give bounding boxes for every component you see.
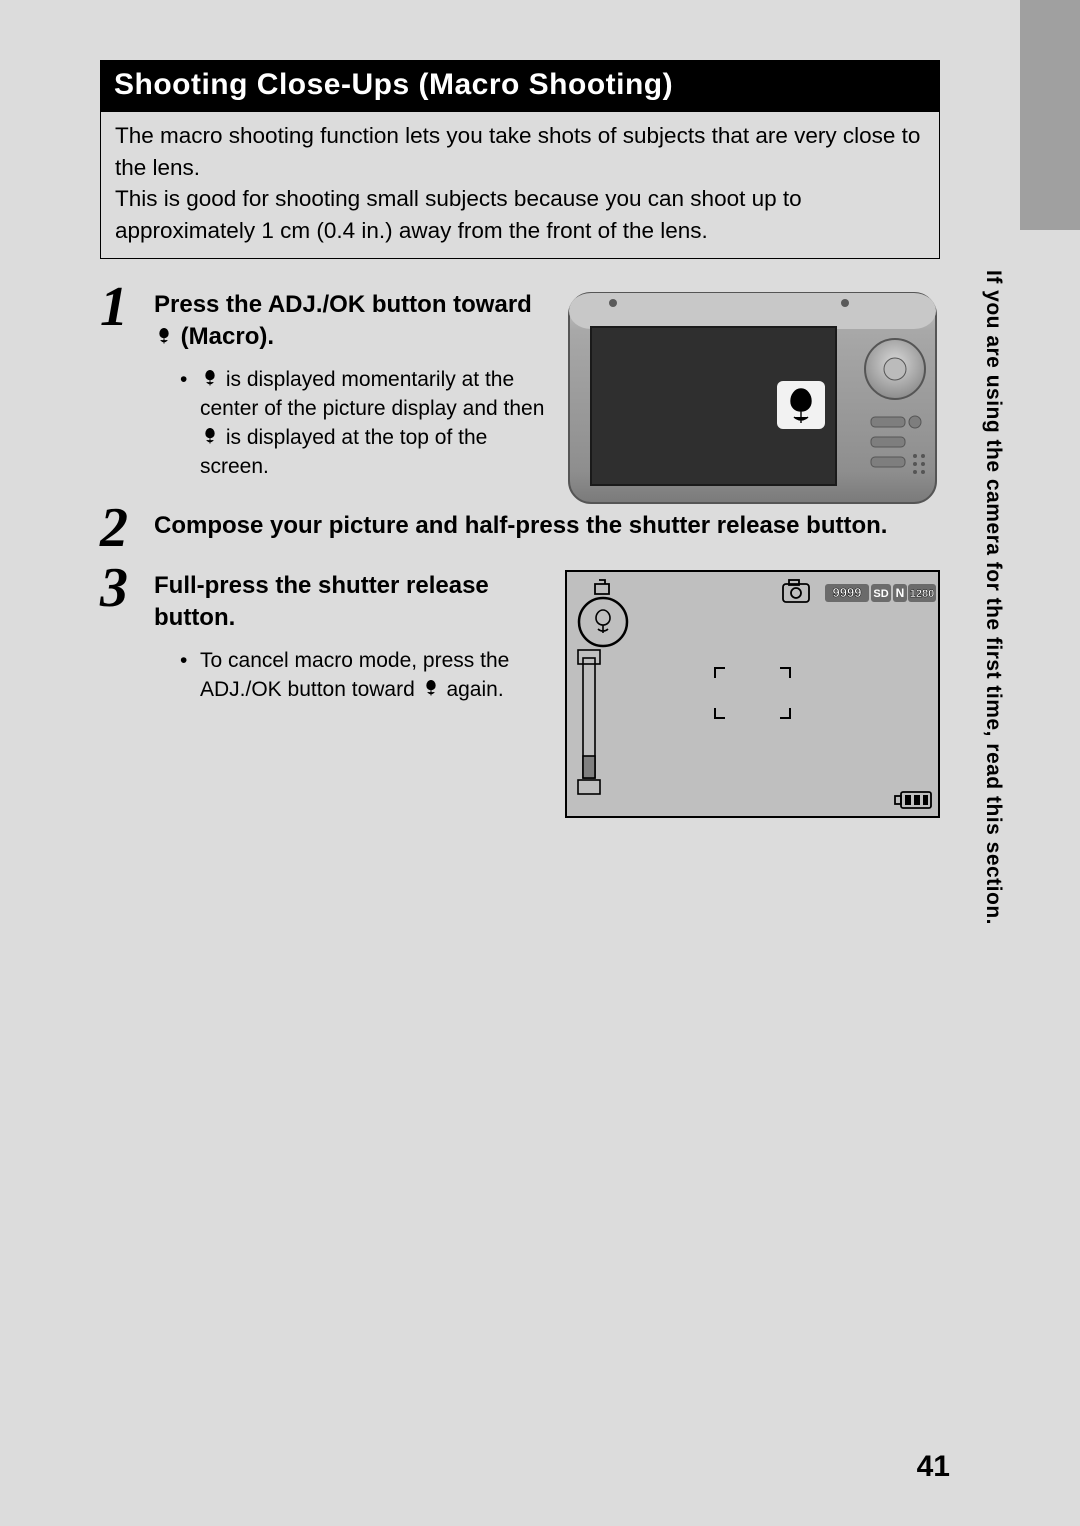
step-3: 3 Full-press the shutter release button.… (100, 570, 940, 705)
step-1: 1 Press the ADJ./OK button toward (Macro… (100, 289, 940, 482)
lcd-sd: SD (873, 588, 888, 600)
section-title: Shooting Close-Ups (Macro Shooting) (100, 60, 940, 112)
lcd-size: 1280 (910, 588, 934, 600)
macro-icon (200, 368, 220, 388)
step-3-bullet-b: again. (441, 678, 504, 701)
step-1-bullet: is displayed momentarily at the center o… (180, 366, 554, 482)
step-1-title: Press the ADJ./OK button toward (Macro). (154, 289, 554, 354)
step-1-bullet-b: is displayed at the top of the screen. (200, 426, 487, 478)
step-3-bullet: To cancel macro mode, press the ADJ./OK … (180, 647, 554, 705)
intro-box: The macro shooting function lets you tak… (100, 112, 940, 259)
page-number: 41 (917, 1450, 950, 1484)
lcd-counter: 9999 (833, 585, 862, 600)
step-2-title: Compose your picture and half-press the … (154, 510, 940, 542)
lcd-n: N (896, 586, 905, 600)
step-3-number: 3 (100, 556, 128, 620)
macro-icon (421, 678, 441, 698)
step-2-number: 2 (100, 496, 128, 560)
step-2: 2 Compose your picture and half-press th… (100, 510, 940, 542)
step-1-title-a: Press the ADJ./OK button toward (154, 291, 532, 318)
step-1-number: 1 (100, 275, 128, 339)
macro-icon (154, 326, 174, 346)
intro-paragraph-1: The macro shooting function lets you tak… (115, 120, 925, 183)
macro-icon (200, 426, 220, 446)
lcd-illustration: 9999 SD N 1280 (565, 570, 940, 818)
side-tab-text: If you are using the camera for the firs… (981, 270, 1005, 925)
step-1-title-b: (Macro). (174, 323, 274, 350)
page-content: Shooting Close-Ups (Macro Shooting) The … (100, 60, 940, 733)
step-3-title: Full-press the shutter release button. (154, 570, 554, 635)
intro-paragraph-2: This is good for shooting small subjects… (115, 183, 925, 246)
step-1-bullet-a: is displayed momentarily at the center o… (200, 368, 544, 420)
camera-illustration (565, 281, 940, 511)
side-tab (1020, 0, 1080, 230)
